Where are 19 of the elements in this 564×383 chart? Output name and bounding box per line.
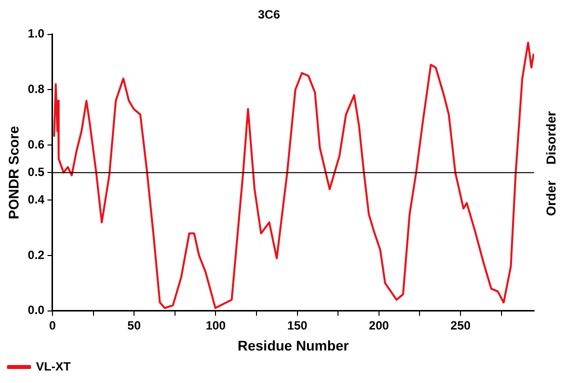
y-tick-label: 0.2 [28,248,45,262]
y-tick-label: 0.4 [28,192,45,207]
y-tick-label: 0.0 [28,303,45,318]
x-tick-label: 100 [206,318,226,332]
y-tick-label: 0.6 [28,137,45,152]
x-axis-title: Residue Number [238,337,350,354]
chart-title: 3C6 [258,8,280,22]
y-tick-label: 1.0 [28,26,45,41]
x-tick-label: 150 [287,318,308,332]
x-tick-label: 0 [49,318,56,332]
text: Order [544,180,559,216]
x-tick-label: 250 [450,318,471,332]
y-tick-label: 0.8 [28,82,45,96]
y-tick-label: 0.5 [28,164,45,179]
legend-label: VL-XT [36,359,72,374]
x-tick-label: 50 [127,318,142,332]
text: Disorder [544,111,559,165]
y-axis-title: PONDR Score [5,126,22,220]
x-tick-label: 200 [368,318,390,332]
